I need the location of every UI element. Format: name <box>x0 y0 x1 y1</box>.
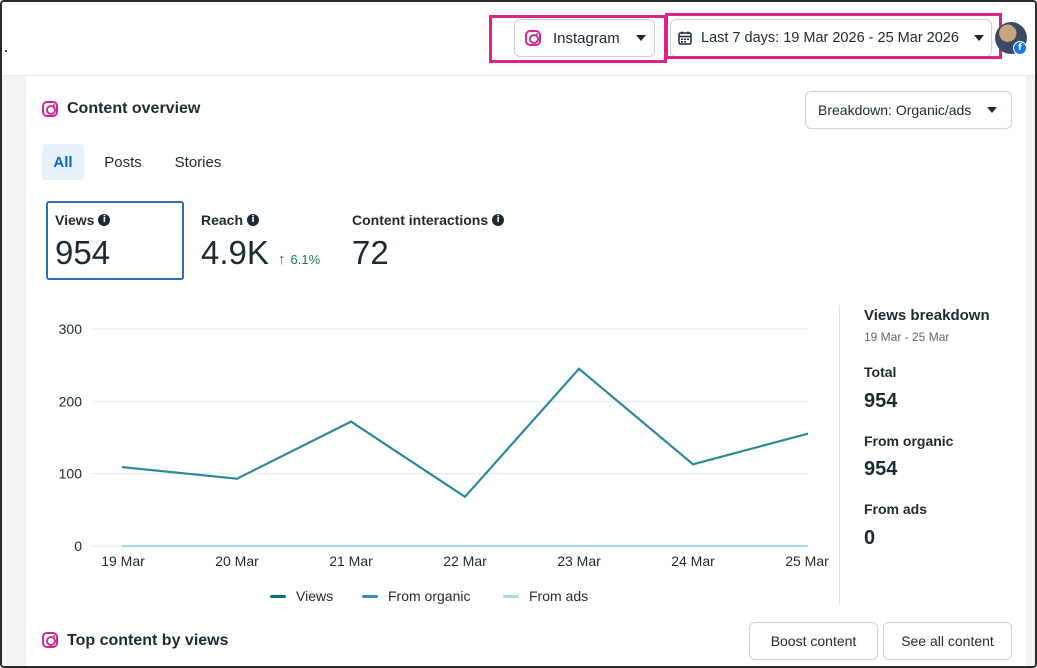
metric-value-views: 954 <box>55 234 111 271</box>
data-point <box>805 432 809 436</box>
facebook-icon: f <box>1013 41 1027 55</box>
content-card <box>26 76 1026 666</box>
legend-item-organic: From organic <box>362 588 470 604</box>
data-point <box>235 544 239 548</box>
metric-card-views[interactable] <box>46 201 184 280</box>
calendar-icon <box>678 31 692 45</box>
y-tick-label: 300 <box>59 321 83 337</box>
data-point <box>805 544 809 548</box>
y-tick-label: 100 <box>59 466 83 482</box>
breakdown-date-range: 19 Mar - 25 Mar <box>864 330 950 344</box>
date-range-selector[interactable]: Last 7 days: 19 Mar 2026 - 25 Mar 2026 <box>670 19 992 57</box>
chevron-down-icon <box>987 107 998 113</box>
legend-label: Views <box>296 588 334 604</box>
info-icon[interactable]: i <box>247 214 260 226</box>
metric-label-text: Views <box>55 212 95 228</box>
legend-label: From organic <box>388 588 471 604</box>
legend-item-views: Views <box>270 588 333 604</box>
tab-all[interactable]: All <box>42 144 84 180</box>
legend-swatch <box>503 594 519 598</box>
legend-label: From ads <box>529 588 589 604</box>
data-point <box>577 367 581 370</box>
arrow-up-icon: ↑ <box>278 251 286 268</box>
series-line-views <box>122 367 808 498</box>
data-point <box>121 465 125 469</box>
tab-stories[interactable]: Stories <box>174 153 222 171</box>
x-tick-label: 23 Mar <box>557 553 601 569</box>
breakdown-title: Views breakdown <box>864 307 990 324</box>
data-point <box>349 420 353 423</box>
top-bar: Instagram Last 7 days: 19 Mar 2026 - 25 … <box>2 2 1035 76</box>
x-tick-label: 24 Mar <box>671 553 715 569</box>
highlight-box-platform <box>489 15 667 63</box>
see-all-content-button[interactable]: See all content <box>883 622 1012 660</box>
breakdown-value-ads: 0 <box>864 527 876 549</box>
data-point <box>463 544 467 548</box>
platform-label: Instagram <box>553 29 620 47</box>
breakdown-label-ads: From ads <box>864 501 928 517</box>
content-overview-title: Content overview <box>67 100 201 117</box>
date-range-label: Last 7 days: 19 Mar 2026 - 25 Mar 2026 <box>701 30 959 46</box>
legend-item-ads: From ads <box>503 588 588 604</box>
metric-value-reach: 4.9K <box>201 234 269 271</box>
breakdown-label-organic: From organic <box>864 433 954 449</box>
legend-swatch <box>362 594 378 598</box>
top-content-title: Top content by views <box>67 632 229 649</box>
reach-delta-value: 6.1% <box>290 252 321 267</box>
platform-selector[interactable]: Instagram <box>514 19 655 57</box>
metric-label-interactions: Content interactions i <box>352 212 505 228</box>
legend-swatch <box>270 594 286 598</box>
metric-label-text: Reach <box>201 212 244 228</box>
instagram-icon <box>42 101 58 117</box>
reach-delta: ↑ 6.1% <box>278 251 320 268</box>
boost-content-button[interactable]: Boost content <box>749 622 878 660</box>
data-point <box>691 463 695 466</box>
info-icon[interactable]: i <box>492 214 505 226</box>
metric-value-interactions: 72 <box>352 234 389 271</box>
breakdown-selector[interactable]: Breakdown: Organic/ads <box>805 91 1012 129</box>
breakdown-label: Breakdown: Organic/ads <box>818 102 972 118</box>
highlight-box-date <box>665 13 1002 59</box>
breakdown-label-total: Total <box>864 364 897 380</box>
info-icon[interactable]: i <box>98 214 111 226</box>
left-gutter <box>2 76 26 666</box>
metric-label-reach: Reach i <box>201 212 260 228</box>
data-point <box>463 495 467 499</box>
instagram-icon <box>525 30 541 46</box>
metric-label-text: Content interactions <box>352 212 489 228</box>
data-point <box>235 477 239 480</box>
x-tick-label: 20 Mar <box>215 553 259 569</box>
stray-mark <box>5 50 7 52</box>
breakdown-divider <box>839 305 840 605</box>
data-point <box>577 544 581 548</box>
data-point <box>121 544 125 548</box>
tab-posts[interactable]: Posts <box>104 153 142 171</box>
y-tick-label: 0 <box>74 538 82 554</box>
data-point <box>691 544 695 548</box>
y-tick-label: 200 <box>59 393 83 409</box>
x-tick-label: 25 Mar <box>785 553 829 569</box>
x-tick-label: 21 Mar <box>329 553 373 569</box>
x-tick-label: 22 Mar <box>443 553 487 569</box>
chevron-down-icon <box>973 35 984 41</box>
instagram-icon <box>42 632 58 648</box>
metric-label-views: Views i <box>55 212 111 228</box>
views-line-chart: 0 100 200 300 19 Mar 20 Mar 21 Mar 22 Mar 23 Mar… <box>59 321 829 569</box>
chevron-down-icon <box>635 35 646 41</box>
breakdown-value-total: 954 <box>864 390 898 412</box>
data-point <box>349 544 353 548</box>
x-tick-label: 19 Mar <box>101 553 145 569</box>
right-gutter <box>1026 76 1035 666</box>
breakdown-value-organic: 954 <box>864 458 898 480</box>
